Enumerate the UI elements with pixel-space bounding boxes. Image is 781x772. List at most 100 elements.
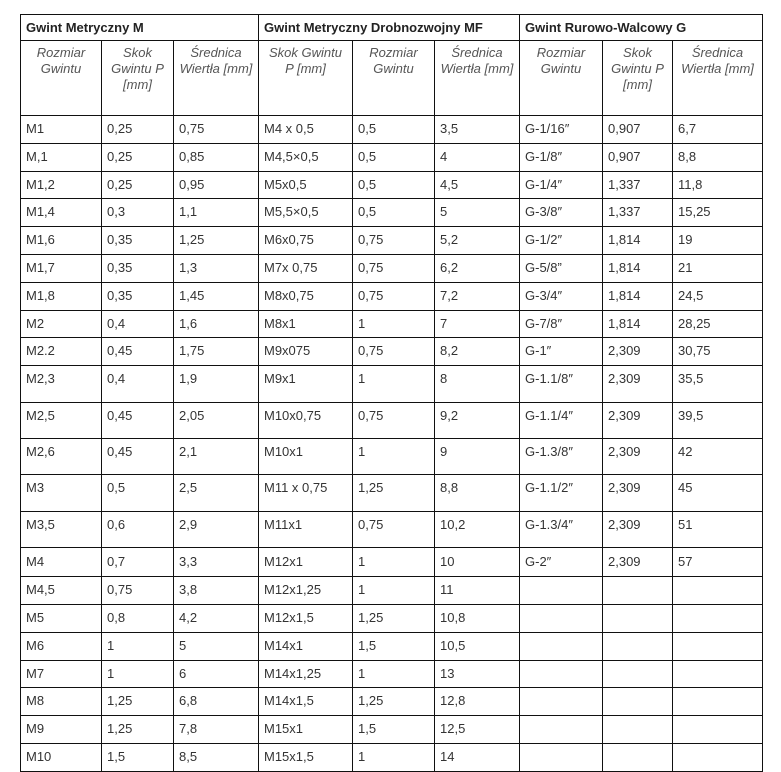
table-row: M7 1 6 M14x1,25 1 13 [20,659,763,689]
table-cell: 0,75 [352,510,435,549]
table-cell: 5,2 [434,226,520,255]
table-cell: 0,4 [101,365,174,403]
table-cell: M12x1,5 [258,603,353,633]
table-row: M3 0,5 2,5 M11 x 0,75 1,25 8,8 G-1.1/2″ 2,309 45 [20,474,763,512]
table-cell: 1 [352,365,435,403]
table-cell: M2,6 [20,437,102,476]
table-cell: 2,309 [602,365,673,403]
table-cell: 8,8 [434,474,520,512]
table-cell: 1 [352,659,435,689]
table-cell: 4,5 [434,170,520,200]
table-row: M5 0,8 4,2 M12x1,5 1,25 10,8 [20,603,763,633]
table-row: M2 0,4 1,6 M8x1 1 7 G-7/8″ 1,814 28,25 [20,309,763,339]
table-cell: M2.2 [20,337,102,367]
table-cell: 3,5 [434,115,520,144]
table-cell: 57 [672,547,763,578]
table-cell: 1,814 [602,253,673,283]
table-cell [519,715,603,744]
table-cell [519,687,603,717]
table-cell: 42 [672,437,763,476]
table-row: M8 1,25 6,8 M14x1,5 1,25 12,8 [20,687,763,717]
table-row: M3,5 0,6 2,9 M11x1 0,75 10,2 G-1.3/4″ 2,309 51 [20,510,763,549]
table-cell: 0,907 [602,115,673,144]
table-cell: 7,2 [434,281,520,311]
table-cell: 2,309 [602,437,673,476]
table-row: M4,5 0,75 3,8 M12x1,25 1 11 [20,576,763,605]
table-cell: 2,309 [602,547,673,578]
table-cell: M12x1 [258,547,353,578]
table-cell: M7 [20,659,102,689]
table-cell: 7 [434,309,520,339]
table-cell: M1,7 [20,253,102,283]
table-cell: G-3/8″ [519,198,603,228]
table-cell: M1,8 [20,281,102,311]
table-cell: 1,75 [173,337,259,367]
table-cell: 51 [672,510,763,549]
table-cell: 0,45 [101,337,174,367]
table-cell [672,742,763,772]
column-header-row: Rozmiar Gwintu Skok Gwintu P [mm] Średnica… [20,40,763,116]
table-cell: 35,5 [672,365,763,403]
table-row: M4 0,7 3,3 M12x1 1 10 G-2″ 2,309 57 [20,547,763,578]
table-cell: 2,5 [173,474,259,512]
table-cell: 0,25 [101,142,174,172]
table-cell: M10x0,75 [258,401,353,439]
table-cell [672,631,763,661]
table-cell: 0,5 [352,198,435,228]
table-cell: 5 [173,631,259,661]
table-row: M1,6 0,35 1,25 M6x0,75 0,75 5,2 G-1/2″ 1,814 19 [20,226,763,255]
table-cell: 0,35 [101,253,174,283]
table-cell: 13 [434,659,520,689]
table-cell: M9x1 [258,365,353,403]
column-header: Średnica Wiertła [mm] [173,40,259,116]
table-cell: 8,2 [434,337,520,367]
table-cell: M1 [20,115,102,144]
table-cell: 12,5 [434,715,520,744]
table-cell: 1 [352,547,435,578]
table-cell: 0,25 [101,170,174,200]
table-cell: 12,8 [434,687,520,717]
table-cell: 0,85 [173,142,259,172]
group-header-pipe: Gwint Rurowo-Walcowy G [519,14,763,41]
table-cell: 2,309 [602,337,673,367]
table-cell: 0,5 [352,142,435,172]
table-cell: M14x1,5 [258,687,353,717]
table-cell: M11x1 [258,510,353,549]
table-cell: 30,75 [672,337,763,367]
table-cell: M2,3 [20,365,102,403]
column-header: Średnica Wiertła [mm] [434,40,520,116]
table-cell [602,715,673,744]
table-cell: 0,8 [101,603,174,633]
table-cell [672,576,763,605]
table-cell [519,631,603,661]
table-cell: 1 [352,309,435,339]
table-cell: 11 [434,576,520,605]
table-row: M1,4 0,3 1,1 M5,5×0,5 0,5 5 G-3/8″ 1,337 15,25 [20,198,763,228]
table-cell: 1,25 [101,687,174,717]
table-cell: 1 [101,631,174,661]
table-cell: 0,75 [352,253,435,283]
table-cell: M15x1 [258,715,353,744]
table-cell: 3,3 [173,547,259,578]
table-cell: 0,45 [101,401,174,439]
table-cell [519,742,603,772]
table-cell: 0,95 [173,170,259,200]
table-cell [602,659,673,689]
table-cell: 0,5 [101,474,174,512]
table-cell: 5 [434,198,520,228]
table-cell: 1,814 [602,226,673,255]
table-cell: 0,75 [352,401,435,439]
table-cell: G-1/16″ [519,115,603,144]
table-cell: 14 [434,742,520,772]
table-cell: 0,35 [101,281,174,311]
table-cell: 28,25 [672,309,763,339]
table-cell: G-1.3/4″ [519,510,603,549]
table-cell: M2 [20,309,102,339]
table-body: M1 0,25 0,75 M4 x 0,5 0,5 3,5 G-1/16″ 0,907 6,7 M… [20,115,763,772]
table-cell: 0,75 [101,576,174,605]
table-cell: 0,3 [101,198,174,228]
table-cell: 1,1 [173,198,259,228]
table-cell: 0,75 [352,226,435,255]
table-cell: M15x1,5 [258,742,353,772]
table-cell: 1 [352,576,435,605]
